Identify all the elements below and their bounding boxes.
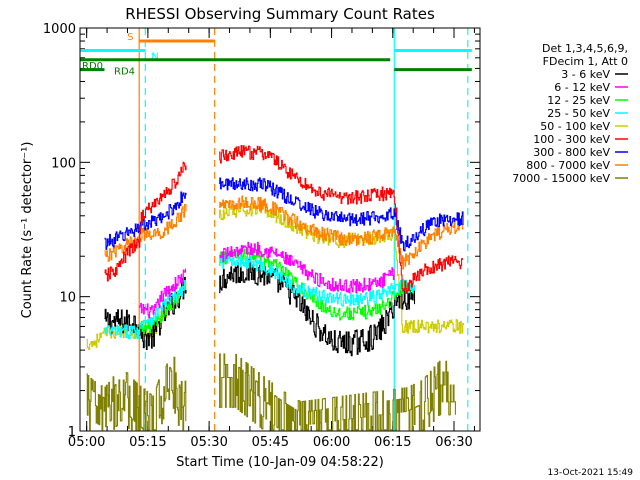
legend-label: 800 - 7000 keV [526, 159, 610, 172]
series-layer [86, 144, 465, 431]
y-tick-label: 1 [68, 425, 76, 440]
axis-layer: 1 10 100 1000 05:00 05:15 05:30 05:45 06:00 06:15… [43, 22, 480, 450]
flag-label: RD4 [114, 67, 135, 78]
series-line-100-300-kev [104, 144, 463, 294]
series-line-25-50-kev [104, 253, 416, 340]
series-line-7000-15000-kev [86, 353, 456, 431]
x-tick-label: 06:15 [374, 435, 411, 450]
legend-label: 12 - 25 keV [547, 94, 610, 107]
x-tick-label: 06:30 [435, 435, 472, 450]
legend-label: 50 - 100 keV [540, 120, 610, 133]
legend-label: 7000 - 15000 keV [512, 172, 610, 185]
chart-title: RHESSI Observing Summary Count Rates [125, 5, 435, 23]
legend-label: 100 - 300 keV [533, 133, 610, 146]
legend-header: Det 1,3,4,5,6,9, [542, 42, 628, 55]
x-tick-label: 05:30 [190, 435, 227, 450]
x-tick-label: 06:00 [313, 435, 350, 450]
legend-label: 3 - 6 keV [561, 68, 610, 81]
legend-header: FDecim 1, Att 0 [543, 55, 628, 68]
plot-frame [79, 27, 481, 432]
legend: Det 1,3,4,5,6,9,FDecim 1, Att 03 - 6 keV… [512, 42, 628, 185]
legend-label: 25 - 50 keV [547, 107, 610, 120]
flag-label: S [127, 32, 133, 43]
y-axis-label: Count Rate (s⁻¹ detector⁻¹) [20, 142, 35, 319]
flag-label: RD0 [82, 61, 103, 72]
x-tick-label: 05:45 [252, 435, 289, 450]
series-line-300-800-kev [104, 177, 464, 252]
legend-label: 6 - 12 keV [554, 81, 610, 94]
y-tick-label: 10 [59, 291, 76, 306]
x-tick-label: 05:00 [68, 435, 105, 450]
legend-label: 300 - 800 keV [533, 146, 610, 159]
series-line-6-12-kev [139, 241, 395, 319]
x-tick-label: 05:15 [129, 435, 166, 450]
y-tick-label: 1000 [43, 22, 76, 37]
y-tick-label: 100 [51, 156, 76, 171]
timestamp: 13-Oct-2021 15:49 [548, 468, 634, 478]
flag-label: N [151, 51, 158, 62]
x-axis-label: Start Time (10-Jan-09 04:58:22) [176, 455, 384, 470]
